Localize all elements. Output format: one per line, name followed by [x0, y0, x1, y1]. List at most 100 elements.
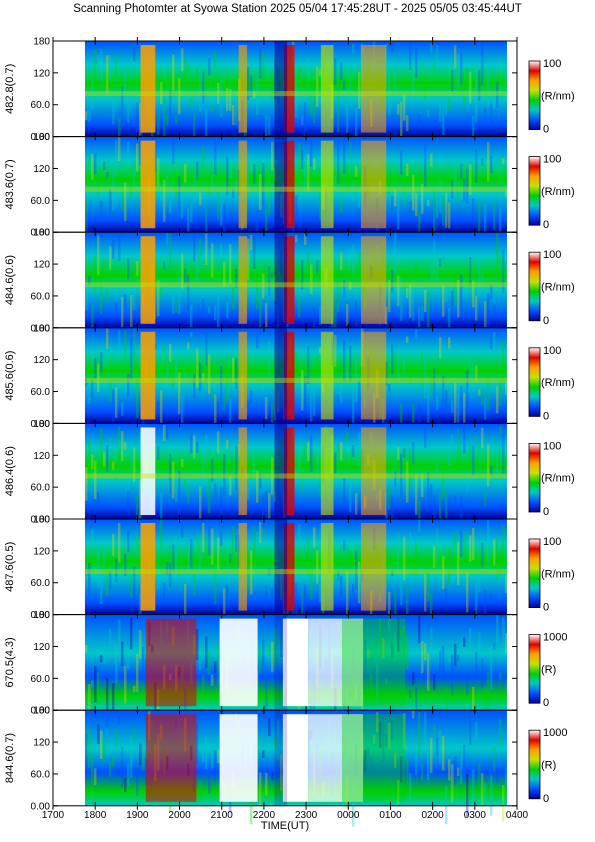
heatmap-texture	[378, 721, 382, 748]
heatmap-texture	[93, 460, 97, 500]
heatmap-texture	[438, 651, 442, 672]
heatmap-texture	[465, 269, 469, 287]
heatmap-texture	[111, 461, 115, 470]
heatmap-texture	[318, 347, 322, 354]
colorbar-unit-label: (R/nm)	[541, 568, 575, 580]
colorbar-unit-label: (R/nm)	[541, 377, 575, 389]
heatmap-texture	[456, 541, 460, 585]
emission-feature	[140, 140, 156, 229]
heatmap-texture	[504, 189, 508, 197]
heatmap-texture	[480, 273, 484, 286]
heatmap-texture	[204, 636, 208, 669]
colorbar-unit-label: (R/nm)	[541, 186, 575, 198]
heatmap-texture	[252, 163, 256, 184]
colorbar	[528, 156, 541, 226]
heatmap-texture	[489, 284, 493, 300]
heatmap-texture	[138, 593, 142, 629]
emission-feature	[283, 523, 295, 611]
heatmap-texture	[228, 398, 232, 428]
heatmap-texture	[462, 178, 466, 202]
heatmap-texture	[306, 538, 310, 577]
heatmap-texture	[408, 201, 412, 214]
heatmap-texture	[483, 301, 487, 333]
heatmap-texture	[357, 71, 361, 109]
heatmap-texture	[492, 331, 496, 360]
heatmap-texture	[273, 629, 277, 666]
heatmap-texture	[474, 79, 478, 123]
heatmap-texture	[495, 538, 499, 580]
heatmap-texture	[186, 552, 190, 582]
heatmap-texture	[405, 461, 409, 503]
heatmap-texture	[210, 458, 214, 482]
heatmap-texture	[213, 305, 217, 321]
heatmap-texture	[426, 200, 430, 207]
heatmap-texture	[357, 432, 361, 467]
y-tick-label: 120	[33, 355, 50, 366]
colorbar	[528, 347, 541, 417]
x-tick-label: 1700	[42, 810, 65, 821]
heatmap-texture	[267, 493, 271, 534]
heatmap-texture	[486, 672, 490, 716]
heatmap-texture	[450, 400, 454, 413]
heatmap-texture	[465, 673, 469, 696]
heatmap-texture	[477, 69, 481, 101]
heatmap-texture	[309, 264, 313, 295]
heatmap-texture	[258, 473, 262, 489]
heatmap-texture	[405, 759, 409, 792]
heatmap-texture	[333, 452, 337, 474]
heatmap-texture	[333, 176, 337, 192]
heatmap-texture	[108, 246, 112, 270]
heatmap-texture	[501, 524, 505, 565]
heatmap-texture	[480, 427, 484, 449]
heatmap-texture	[399, 756, 403, 783]
heatmap-texture	[117, 137, 121, 162]
heatmap-texture	[246, 486, 250, 500]
heatmap-texture	[135, 378, 139, 418]
heatmap-texture	[333, 570, 337, 581]
heatmap-texture	[486, 293, 490, 335]
heatmap-texture	[114, 139, 118, 177]
heatmap-texture	[201, 749, 205, 763]
panel-670.5(4.3): 0.00 60.0 120 180 670.5(4.3) 1000 0 (R)	[4, 610, 567, 728]
heatmap-texture	[414, 192, 418, 217]
heatmap-texture	[207, 306, 211, 314]
heatmap-texture	[486, 142, 490, 182]
y-tick-label: 60.0	[31, 769, 51, 780]
heatmap-texture	[336, 91, 340, 133]
heatmap-texture	[120, 402, 124, 416]
heatmap-texture	[387, 619, 391, 631]
heatmap-texture	[105, 445, 109, 473]
heatmap-texture	[276, 638, 280, 645]
heatmap-texture	[234, 446, 238, 490]
heatmap-texture	[486, 520, 490, 563]
heatmap-texture	[96, 235, 100, 276]
heatmap-texture	[399, 629, 403, 637]
heatmap-texture	[489, 465, 493, 476]
heatmap-texture	[96, 724, 100, 745]
y-tick-label: 180	[33, 37, 50, 48]
heatmap-texture	[186, 342, 190, 350]
colorbar-max-label: 1000	[543, 727, 567, 739]
heatmap-texture	[267, 568, 271, 576]
heatmap-texture	[174, 169, 178, 200]
heatmap-texture	[408, 41, 412, 71]
heatmap-texture	[501, 66, 505, 74]
heatmap-texture	[111, 755, 115, 768]
heatmap-texture	[183, 373, 187, 386]
heatmap-texture	[171, 137, 175, 164]
heatmap-texture	[432, 674, 436, 691]
heatmap-texture	[171, 544, 175, 572]
heatmap-texture	[480, 158, 484, 166]
data-gap	[274, 614, 288, 711]
heatmap-texture	[432, 546, 436, 569]
heatmap-texture	[141, 401, 145, 439]
emission-feature	[238, 45, 248, 133]
heatmap-texture	[261, 52, 265, 77]
heatmap-texture	[129, 456, 133, 470]
heatmap-texture	[426, 109, 430, 117]
heatmap-texture	[495, 767, 499, 784]
heatmap-texture	[156, 112, 160, 135]
heatmap-texture	[315, 453, 319, 481]
heatmap-texture	[408, 531, 412, 556]
heatmap-texture	[198, 486, 202, 523]
